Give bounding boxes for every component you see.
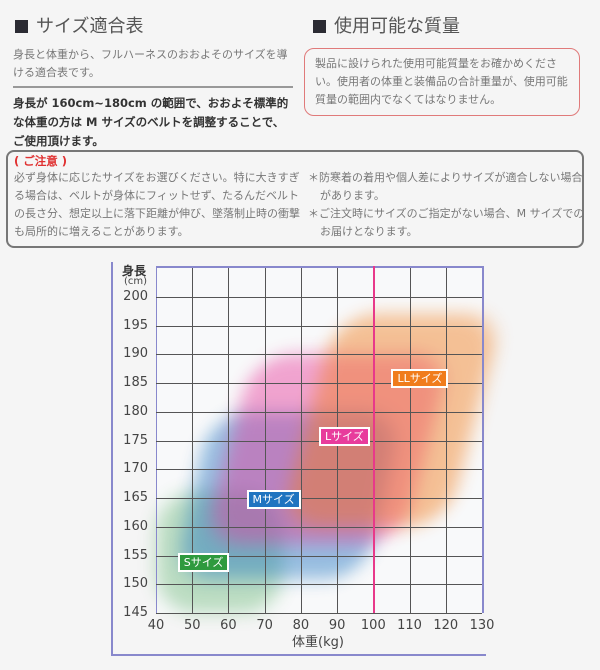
y-tick: 200 — [123, 289, 148, 304]
x-tick: 50 — [183, 618, 201, 633]
x-tick: 60 — [220, 618, 237, 633]
y-axis-unit: (cm) — [124, 276, 148, 287]
y-tick: 160 — [123, 518, 148, 534]
x-tick: 90 — [328, 618, 346, 633]
y-tick: 155 — [123, 547, 148, 563]
square-bullet-icon — [15, 20, 28, 33]
grid-h — [156, 613, 482, 614]
grid-v — [264, 266, 266, 613]
capacity-box: 製品に設けられた使用可能質量をお確かめください。使用者の体重と装備品の合計重量が… — [304, 48, 580, 116]
x-axis-label: 体重(kg) — [292, 635, 344, 650]
y-axis-label: 身長 — [122, 264, 147, 278]
y-tick: 170 — [123, 461, 148, 477]
grid-v — [409, 266, 411, 613]
grid-h — [156, 526, 482, 528]
caution-note-2: ＊ご注文時にサイズのご指定がない場合、M サイズでのお届けとなります。 — [308, 207, 585, 238]
grid-h — [156, 325, 482, 327]
square-bullet-icon — [313, 20, 326, 33]
grid-h — [156, 555, 482, 557]
size-label-1: Mサイズ — [246, 490, 301, 510]
x-tick: 120 — [433, 618, 459, 633]
y-tick: 195 — [123, 317, 148, 333]
intro-text: 身長と体重から、フルハーネスのおおよそのサイズを導ける適合表です。 — [13, 48, 288, 79]
size-label-2: Lサイズ — [319, 426, 370, 446]
grid-h — [156, 411, 482, 413]
y-tick: 180 — [123, 403, 148, 419]
caution-heading: ( ご注意 ) — [14, 154, 68, 168]
grid-h — [156, 498, 482, 500]
x-tick: 110 — [397, 618, 422, 633]
divider — [13, 86, 293, 88]
plot-top-border — [156, 266, 482, 268]
frame-left — [111, 262, 113, 656]
x-tick: 80 — [292, 618, 310, 633]
grid-h — [156, 383, 482, 385]
x-tick: 130 — [469, 618, 495, 633]
grid-v — [192, 266, 194, 613]
y-tick: 185 — [123, 375, 148, 391]
capacity-title: 使用可能な質量 — [313, 12, 460, 38]
grid-v — [445, 266, 447, 613]
grid-h — [156, 469, 482, 471]
grid-h — [156, 584, 482, 586]
grid-v — [156, 266, 157, 613]
title-text: 使用可能な質量 — [334, 16, 460, 37]
x-tick: 40 — [147, 618, 165, 633]
grid-v — [228, 266, 230, 613]
x-tick: 70 — [256, 618, 273, 633]
y-tick: 190 — [123, 346, 148, 362]
standard-note: 身長が 160cm~180cm の範囲で、おおよそ標準的な体重の方は M サイズ… — [13, 96, 289, 148]
x-tick: 100 — [360, 618, 386, 633]
caution-box: ( ご注意 ) 必ず身体に応じたサイズをお選びください。特に大きすぎる場合は、ベ… — [6, 150, 584, 248]
frame-bottom — [111, 654, 486, 656]
size-label-0: Sサイズ — [177, 553, 230, 573]
reference-line-100kg — [373, 266, 376, 613]
grid-h — [156, 354, 482, 356]
grid-v — [300, 266, 302, 613]
y-tick: 165 — [123, 490, 148, 506]
region-0 — [156, 492, 283, 613]
size-label-3: LLサイズ — [391, 369, 449, 389]
grid-h — [156, 297, 482, 298]
plot-right-border — [482, 266, 484, 613]
y-tick: 145 — [123, 605, 148, 620]
y-tick: 150 — [123, 576, 148, 592]
size-chart-title: サイズ適合表 — [15, 12, 143, 38]
y-tick: 175 — [123, 432, 148, 448]
caution-left-text: 必ず身体に応じたサイズをお選びください。特に大きすぎる場合は、ベルトが身体にフィ… — [14, 171, 300, 238]
title-text: サイズ適合表 — [36, 16, 144, 37]
caution-note-1: ＊防寒着の着用や個人差によりサイズが適合しない場合があります。 — [308, 171, 583, 202]
